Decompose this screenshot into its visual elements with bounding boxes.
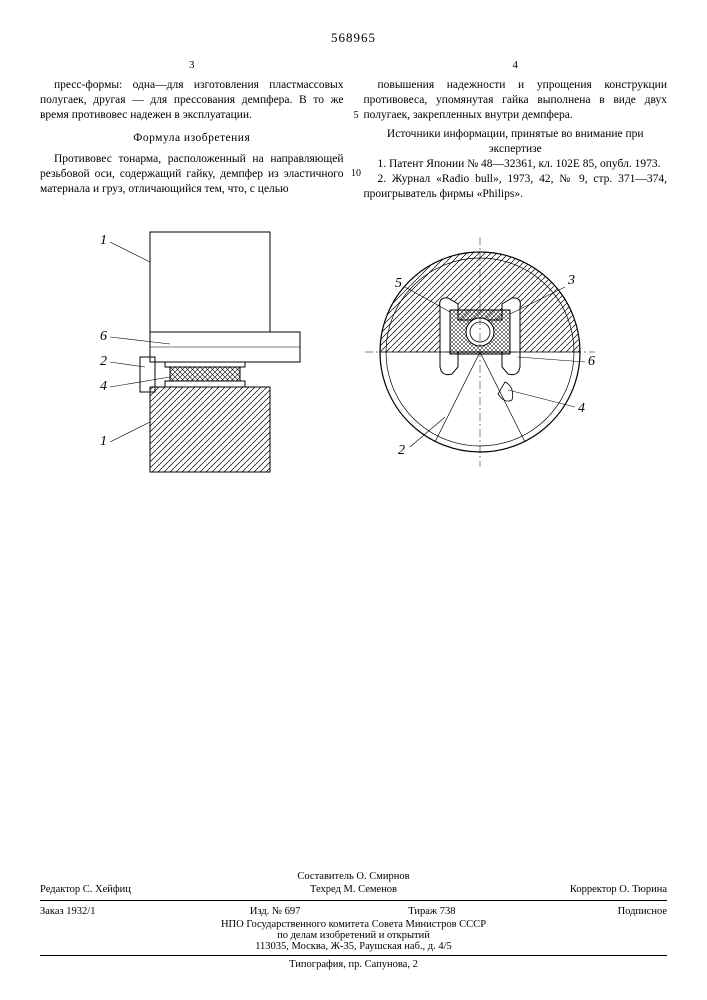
line-number: 10 xyxy=(348,168,364,179)
izd-number: Изд. № 697 xyxy=(197,906,354,917)
paragraph: Противовес тонарма, расположенный на нап… xyxy=(40,152,344,197)
source-item: 1. Патент Японии № 48—32361, кл. 102E 85… xyxy=(364,157,668,172)
figure-label: 6 xyxy=(588,354,595,369)
page-number-right: 4 xyxy=(364,58,668,72)
source-item: 2. Журнал «Radio bull», 1973, 42, № 9, с… xyxy=(364,172,668,202)
organization: НПО Государственного комитета Совета Мин… xyxy=(40,919,667,930)
figure-label: 5 xyxy=(395,276,402,291)
address: 113035, Москва, Ж-35, Раушская наб., д. … xyxy=(40,941,667,952)
figure-label: 2 xyxy=(100,354,107,369)
figure-label: 4 xyxy=(578,401,585,416)
figures: 1 6 2 4 1 xyxy=(40,222,667,522)
order-number: Заказ 1932/1 xyxy=(40,906,197,917)
footer: Составитель О. Смирнов Редактор С. Хейфи… xyxy=(40,871,667,970)
figure-label: 1 xyxy=(100,233,107,248)
figure-left: 1 6 2 4 1 xyxy=(60,222,310,502)
compiler: Составитель О. Смирнов xyxy=(40,871,667,882)
figure-label: 6 xyxy=(100,329,107,344)
formula-heading: Формула изобретения xyxy=(40,131,344,146)
tech-editor: Техред М. Семенов xyxy=(249,884,458,895)
figure-label: 3 xyxy=(567,273,575,288)
editor: Редактор С. Хейфиц xyxy=(40,884,249,895)
paragraph: пресс-формы: одна—для изготовления пласт… xyxy=(40,78,344,123)
tirazh: Тираж 738 xyxy=(354,906,511,917)
publication-number: 568965 xyxy=(40,30,667,46)
figure-label: 4 xyxy=(100,379,107,394)
typography: Типография, пр. Сапунова, 2 xyxy=(40,959,667,970)
page-number-left: 3 xyxy=(40,58,344,72)
right-column: 4 повышения надежности и упрощения конст… xyxy=(364,58,668,202)
figure-right: 5 3 6 4 2 xyxy=(350,232,630,492)
corrector: Корректор О. Тюрина xyxy=(458,884,667,895)
figure-label: 2 xyxy=(398,443,405,458)
signed: Подписное xyxy=(510,906,667,917)
organization-sub: по делам изобретений и открытий xyxy=(40,930,667,941)
left-column: 3 пресс-формы: одна—для изготовления пла… xyxy=(40,58,344,202)
paragraph: повышения надежности и упрощения констру… xyxy=(364,78,668,123)
sources-heading: Источники информации, принятые во вниман… xyxy=(364,127,668,157)
text-columns: 3 пресс-формы: одна—для изготовления пла… xyxy=(40,58,667,202)
line-number: 5 xyxy=(348,110,364,121)
figure-label: 1 xyxy=(100,434,107,449)
